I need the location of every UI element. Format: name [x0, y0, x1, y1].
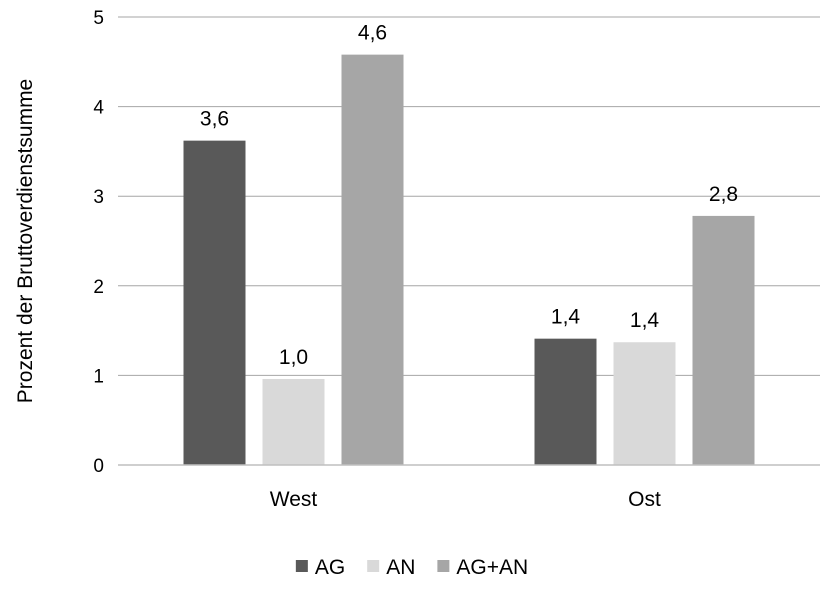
- bar-ag-west: [183, 140, 246, 465]
- bar-ag-an-ost: [692, 215, 755, 465]
- legend-label: AG: [315, 556, 345, 579]
- legend-label: AN: [386, 556, 415, 579]
- bar-ag-an-west: [341, 54, 404, 466]
- data-label: 1,4: [630, 309, 660, 332]
- y-tick-label: 4: [93, 98, 104, 119]
- bars: [183, 54, 755, 466]
- data-label: 4,6: [358, 22, 387, 45]
- legend: AG AN AG+AN: [295, 556, 528, 579]
- y-axis-ticks: 0 1 2 3 4 5: [93, 8, 104, 477]
- y-tick-label: 0: [93, 456, 104, 477]
- data-label: 1,4: [551, 306, 581, 329]
- y-tick-label: 2: [93, 277, 104, 298]
- x-category-label: West: [270, 488, 318, 511]
- legend-swatch: [295, 560, 308, 572]
- y-tick-label: 5: [93, 8, 104, 29]
- legend-label: AG+AN: [456, 556, 528, 579]
- legend-swatch: [437, 560, 450, 572]
- legend-swatch: [367, 560, 380, 572]
- y-tick-label: 1: [93, 366, 104, 387]
- bar-an-ost: [613, 342, 676, 465]
- data-label: 1,0: [279, 346, 308, 369]
- y-tick-label: 3: [93, 187, 104, 208]
- data-label: 2,8: [709, 183, 738, 206]
- y-axis-label: Prozent der Bruttoverdienstsumme: [14, 79, 37, 403]
- data-labels: 3,6 1,0 4,6 1,4 1,4 2,8: [200, 22, 738, 369]
- bar-an-west: [262, 378, 325, 465]
- x-axis-categories: West Ost: [270, 488, 661, 511]
- bar-ag-ost: [534, 338, 597, 465]
- data-label: 3,6: [200, 108, 229, 131]
- x-category-label: Ost: [628, 488, 661, 511]
